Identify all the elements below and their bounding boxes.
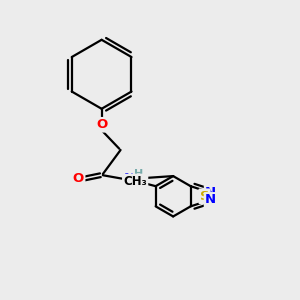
Text: N: N [123,172,134,185]
Text: O: O [96,118,107,131]
Text: O: O [73,172,84,185]
Text: N: N [205,186,216,199]
Text: S: S [200,190,209,203]
Text: N: N [205,194,216,206]
Text: CH₃: CH₃ [124,175,147,188]
Text: H: H [134,169,143,178]
